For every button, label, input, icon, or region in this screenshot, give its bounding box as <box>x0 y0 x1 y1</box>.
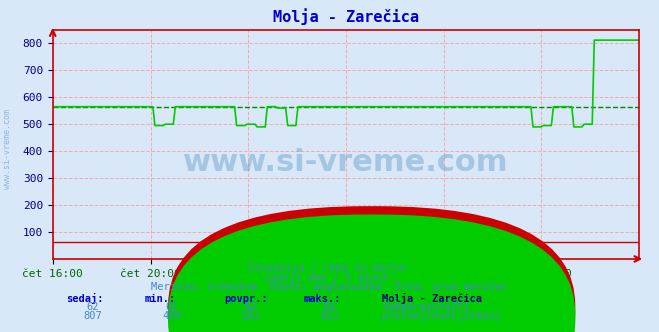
Text: 62: 62 <box>165 302 177 312</box>
Text: Meritve: trenutne  Enote: angleosaške  Črta: prva meritev: Meritve: trenutne Enote: angleosaške Črt… <box>152 281 507 292</box>
Text: pretok[čevelj3/min]: pretok[čevelj3/min] <box>382 310 501 321</box>
Text: www.si-vreme.com: www.si-vreme.com <box>3 110 13 189</box>
Text: 562: 562 <box>241 311 260 321</box>
Text: www.si-vreme.com: www.si-vreme.com <box>183 148 509 177</box>
Text: Molja - Zarečica: Molja - Zarečica <box>382 293 482 304</box>
Text: min.:: min.: <box>145 294 176 304</box>
Text: Slovenija / reke in morje.: Slovenija / reke in morje. <box>248 263 411 273</box>
Text: 63: 63 <box>324 302 335 312</box>
Text: maks.:: maks.: <box>303 294 341 304</box>
Text: 62: 62 <box>244 302 256 312</box>
Text: 62: 62 <box>86 302 98 312</box>
Text: sedaj:: sedaj: <box>66 293 103 304</box>
Text: povpr.:: povpr.: <box>224 294 268 304</box>
Text: temperatura[F]: temperatura[F] <box>382 302 470 312</box>
Text: zadnji dan / 5 minut.: zadnji dan / 5 minut. <box>264 273 395 283</box>
Title: Molja - Zarečica: Molja - Zarečica <box>273 8 419 25</box>
Text: 812: 812 <box>320 311 339 321</box>
Text: 807: 807 <box>83 311 101 321</box>
Text: 489: 489 <box>162 311 181 321</box>
